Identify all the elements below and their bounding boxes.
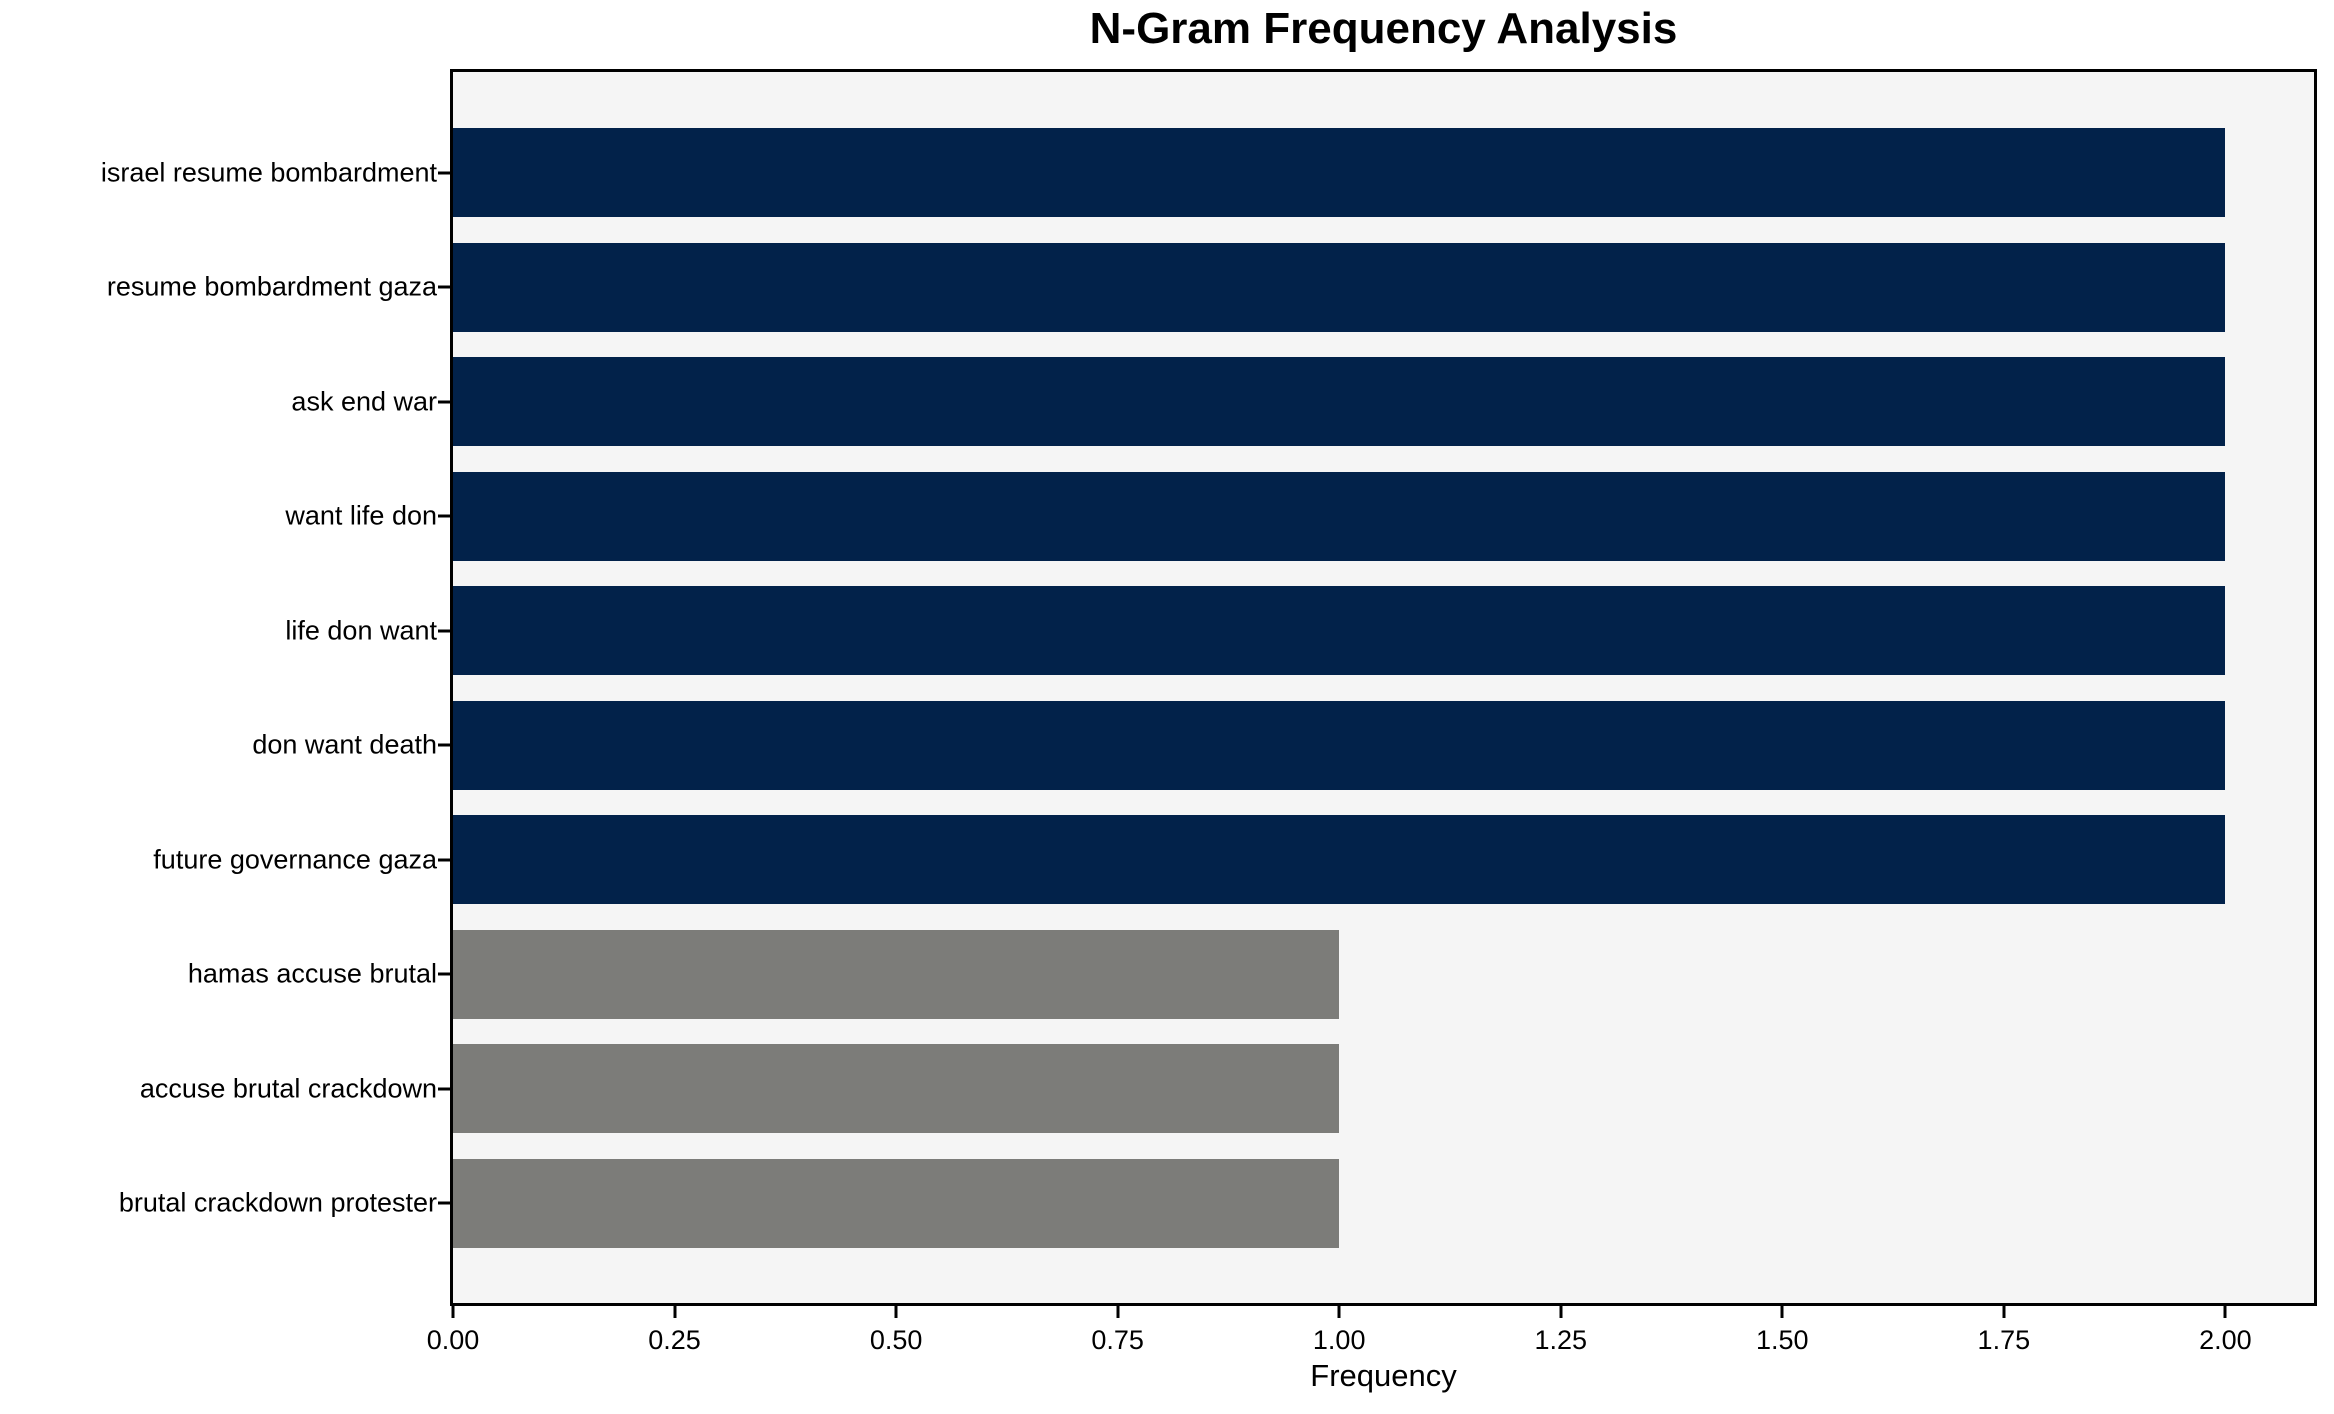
- y-tick-label: life don want: [285, 615, 437, 645]
- x-tick-label: 1.00: [1312, 1325, 1366, 1355]
- bar: [453, 128, 2226, 217]
- bar: [453, 1158, 1340, 1248]
- y-tick-mark: [438, 400, 450, 403]
- y-tick-mark: [438, 514, 450, 518]
- y-tick-mark: [438, 285, 450, 289]
- bar: [453, 929, 1340, 1019]
- y-tick-label: accuse brutal crackdown: [139, 1073, 437, 1103]
- x-tick-mark: [1780, 1306, 1784, 1318]
- x-tick-label: 1.75: [1977, 1325, 2031, 1355]
- y-tick-label: ask end war: [291, 386, 437, 416]
- x-tick-label: 0.75: [1091, 1325, 1144, 1355]
- x-tick-mark: [894, 1306, 898, 1318]
- x-axis-title: Frequency: [1310, 1358, 1457, 1393]
- bar: [453, 586, 2226, 675]
- bar: [453, 815, 2226, 904]
- x-tick-label: 1.25: [1534, 1325, 1588, 1355]
- bar: [453, 357, 2226, 446]
- x-tick-mark: [2223, 1306, 2227, 1318]
- x-tick-mark: [673, 1306, 677, 1318]
- y-tick-label: resume bombardment gaza: [106, 271, 437, 302]
- x-tick-label: 0.00: [426, 1325, 480, 1355]
- x-tick-mark: [1116, 1306, 1120, 1318]
- y-tick-label: don want death: [252, 729, 437, 760]
- x-tick-mark: [1559, 1306, 1563, 1318]
- y-tick-label: israel resume bombardment: [100, 157, 437, 187]
- y-tick-label: brutal crackdown protester: [118, 1187, 437, 1218]
- x-tick-label: 0.50: [869, 1325, 923, 1355]
- y-tick-mark: [438, 1201, 450, 1205]
- y-tick-label: hamas accuse brutal: [187, 958, 437, 989]
- bar: [453, 1044, 1340, 1133]
- y-tick-label: want life don: [285, 500, 437, 531]
- x-tick-mark: [1337, 1306, 1341, 1318]
- bar: [453, 242, 2226, 332]
- x-tick-label: 0.25: [648, 1325, 701, 1355]
- y-tick-mark: [438, 743, 450, 747]
- x-tick-label: 1.50: [1756, 1325, 1809, 1355]
- y-tick-mark: [438, 1087, 450, 1090]
- bar: [453, 471, 2226, 561]
- x-tick-label: 2.00: [2199, 1325, 2252, 1355]
- x-tick-mark: [2002, 1306, 2006, 1318]
- plot-area: [450, 69, 2317, 1306]
- y-tick-mark: [438, 171, 450, 174]
- y-tick-mark: [438, 972, 450, 976]
- y-tick-mark: [438, 858, 450, 861]
- x-tick-mark: [451, 1306, 455, 1318]
- chart-title: N-Gram Frequency Analysis: [1089, 4, 1678, 53]
- y-tick-label: future governance gaza: [153, 844, 437, 874]
- bar: [453, 700, 2226, 790]
- y-tick-mark: [438, 629, 450, 632]
